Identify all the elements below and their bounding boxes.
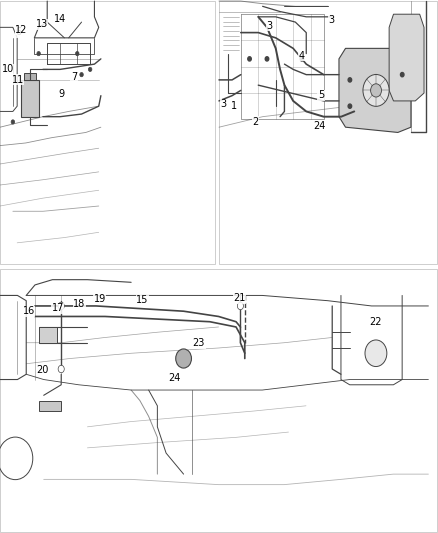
Text: 22: 22 <box>369 317 381 327</box>
Circle shape <box>363 75 389 107</box>
Text: 11: 11 <box>11 75 24 85</box>
Circle shape <box>80 72 83 77</box>
Bar <box>0 269 437 532</box>
Text: 7: 7 <box>71 72 77 82</box>
Text: 3: 3 <box>328 15 334 25</box>
Text: 5: 5 <box>318 90 324 100</box>
Circle shape <box>248 56 251 61</box>
Circle shape <box>58 365 64 373</box>
Circle shape <box>11 120 14 124</box>
Text: 3: 3 <box>266 20 272 30</box>
Text: 6: 6 <box>15 27 21 37</box>
Bar <box>219 1 437 264</box>
Polygon shape <box>339 49 411 132</box>
Text: 15: 15 <box>136 295 148 305</box>
Circle shape <box>371 84 381 97</box>
Circle shape <box>348 78 352 82</box>
Text: 24: 24 <box>168 373 180 383</box>
Bar <box>21 80 39 117</box>
Circle shape <box>176 349 191 368</box>
Text: 14: 14 <box>54 14 66 24</box>
Text: 19: 19 <box>94 294 106 304</box>
Bar <box>39 401 61 411</box>
Circle shape <box>265 56 269 61</box>
Circle shape <box>237 302 244 310</box>
Bar <box>24 74 36 80</box>
Circle shape <box>58 302 64 310</box>
Circle shape <box>348 104 352 108</box>
Bar <box>0 1 215 264</box>
Text: 2: 2 <box>253 117 259 127</box>
Circle shape <box>400 72 404 77</box>
Text: 13: 13 <box>36 19 48 29</box>
Text: 4: 4 <box>299 51 305 61</box>
Bar <box>39 327 57 343</box>
Text: 16: 16 <box>23 306 35 316</box>
Text: 9: 9 <box>58 90 64 99</box>
Text: 10: 10 <box>2 64 14 75</box>
Text: 23: 23 <box>193 338 205 348</box>
Text: 18: 18 <box>74 299 86 309</box>
Text: 20: 20 <box>37 365 49 375</box>
Circle shape <box>88 67 92 71</box>
Circle shape <box>365 340 387 367</box>
Text: 24: 24 <box>314 121 326 131</box>
Circle shape <box>300 56 304 61</box>
Text: 1: 1 <box>231 101 237 111</box>
Text: 12: 12 <box>15 25 28 35</box>
Text: 3: 3 <box>221 99 227 109</box>
Circle shape <box>37 52 40 56</box>
Polygon shape <box>389 14 424 101</box>
Circle shape <box>75 52 79 56</box>
Text: 21: 21 <box>233 293 246 303</box>
Text: 17: 17 <box>52 303 64 313</box>
